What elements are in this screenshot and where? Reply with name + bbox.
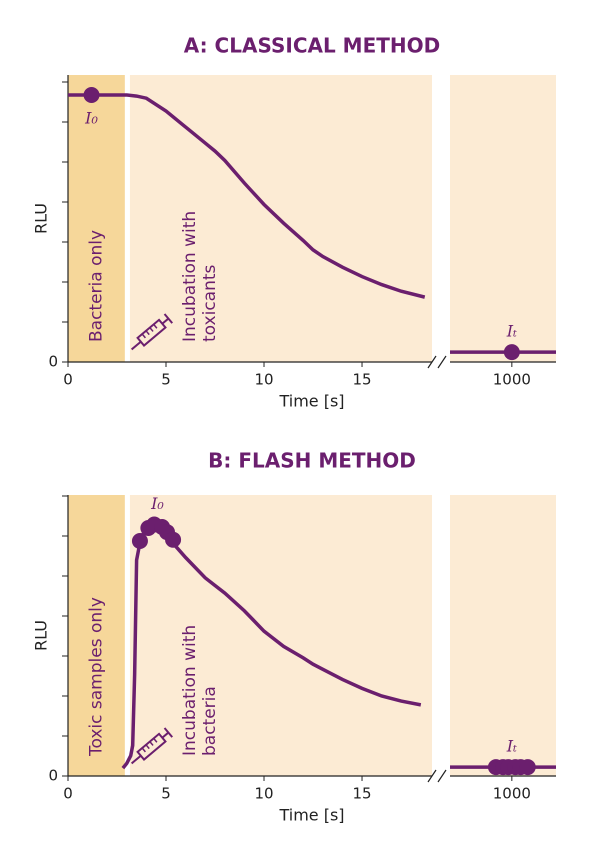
syringe-scale — [149, 741, 154, 746]
region-label: Bacteria only — [86, 230, 106, 342]
syringe-scale — [145, 330, 150, 336]
panel: Toxic samples only Incubation with bacteri… — [32, 449, 556, 825]
syringe-scale — [153, 323, 158, 329]
break-panel-bg — [450, 75, 556, 362]
syringe-scale — [145, 744, 150, 750]
syringe-scale — [149, 327, 154, 332]
syringe-scale — [141, 747, 146, 753]
x-tick-label: 5 — [161, 371, 171, 389]
x-tick-label: 1000 — [493, 785, 531, 803]
break-panel-bg — [450, 495, 556, 776]
x-tick-label: 10 — [254, 371, 273, 389]
y-axis-title: RLU — [32, 620, 51, 651]
marker — [83, 87, 100, 104]
annotation: I₀ — [84, 109, 98, 128]
y-tick-label: 0 — [48, 767, 58, 785]
syringe-handle — [163, 313, 174, 324]
syringe-icon — [130, 313, 174, 351]
chart-title: A: CLASSICAL METHOD — [184, 34, 440, 58]
marker — [131, 532, 148, 549]
x-tick-label: 0 — [63, 371, 73, 389]
region-label: Incubation with — [180, 625, 200, 756]
x-tick-label: 0 — [63, 785, 73, 803]
marker — [165, 531, 182, 548]
panel: Bacteria only Incubation with toxicants 00 5… — [32, 34, 556, 411]
x-tick-label: 1000 — [493, 371, 531, 389]
syringe-plunger — [161, 731, 170, 739]
break-mark — [437, 355, 447, 369]
marker — [503, 344, 520, 361]
annotation: Iₜ — [506, 322, 517, 341]
region-label: Toxic samples only — [86, 597, 106, 757]
x-axis-title: Time [s] — [278, 806, 344, 825]
syringe-scale — [153, 737, 158, 743]
syringe-scale — [141, 333, 146, 339]
x-tick-label: 15 — [352, 371, 371, 389]
break-mark — [427, 769, 437, 783]
x-tick-label: 5 — [161, 785, 171, 803]
annotation: Iₜ — [506, 737, 517, 756]
chart-title: B: FLASH METHOD — [208, 449, 416, 473]
y-tick-label: 0 — [48, 353, 58, 371]
syringe-plunger — [161, 317, 170, 325]
x-tick-label: 10 — [254, 785, 273, 803]
break-mark — [437, 769, 447, 783]
y-axis-title: RLU — [32, 203, 51, 234]
region — [68, 75, 125, 362]
syringe-needle — [130, 340, 142, 351]
syringe-icon — [130, 727, 174, 765]
curve — [68, 93, 426, 299]
curve — [121, 519, 422, 770]
syringe-handle — [163, 727, 174, 738]
x-axis-title: Time [s] — [278, 392, 344, 411]
marker — [519, 759, 536, 776]
annotation: I₀ — [150, 494, 164, 513]
x-tick-label: 15 — [352, 785, 371, 803]
syringe-needle — [130, 754, 142, 765]
break-mark — [427, 355, 437, 369]
region-label: Incubation with — [180, 211, 200, 342]
region-label: bacteria — [200, 686, 220, 756]
region — [68, 495, 125, 776]
region-label: toxicants — [200, 264, 220, 342]
